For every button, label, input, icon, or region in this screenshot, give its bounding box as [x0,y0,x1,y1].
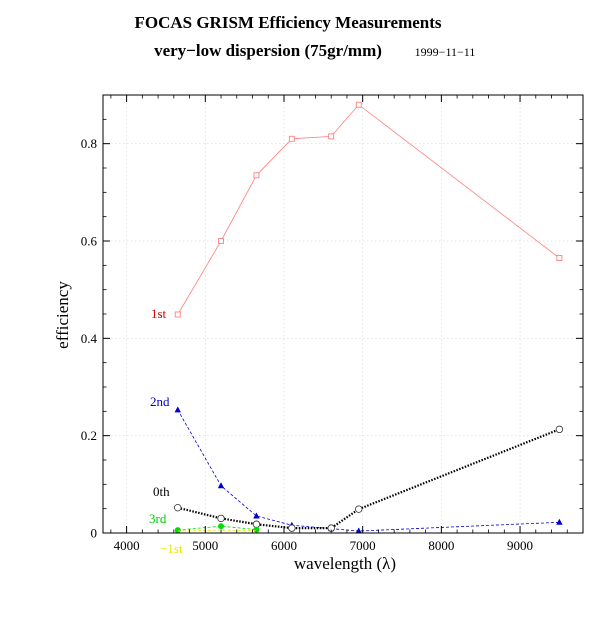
data-point [288,524,296,532]
data-point [217,482,225,489]
x-tick-label: 9000 [507,538,533,553]
data-point [218,523,225,530]
series-line-0th [177,428,560,530]
data-point [218,238,224,244]
data-point [328,133,335,140]
grid [103,95,583,533]
data-point [555,425,564,434]
chart-subtitle: very−low dispersion (75gr/mm) [154,41,382,60]
data-point [253,172,260,179]
series-label-minus1st: −1st [160,541,183,556]
y-tick-label: 0.4 [81,331,98,346]
data-point [355,527,362,534]
data-point [174,406,181,413]
chart-date: 1999−11−11 [415,45,476,59]
x-tick-label: 6000 [271,538,297,553]
data-point [253,512,260,519]
data-point [174,311,181,318]
series-label-2nd: 2nd [150,394,170,409]
series-minus1st [177,529,257,532]
y-tick-label: 0 [91,526,98,541]
series-labels: 1st 2nd 0th 3rd −1st [149,306,183,556]
data-point [252,520,261,528]
series-3rd [174,523,260,534]
x-tick-label: 5000 [192,538,218,553]
y-tick-label: 0.8 [81,136,97,151]
series-1st [174,101,563,318]
y-tick-label: 0.6 [81,234,98,249]
data-point [174,503,182,512]
series-0th [174,425,564,532]
series-line-1st [177,104,560,315]
x-tick-label: 8000 [428,538,454,553]
data-point [253,526,260,533]
series-line-3rd [177,525,257,531]
series-label-1st: 1st [151,306,167,321]
data-point [556,255,563,261]
plot-series [174,101,564,534]
axes: 4000 5000 6000 7000 8000 9000 0 0.2 0.4 0.6 0.8 [81,95,583,553]
data-point [355,505,363,513]
x-tick-label: 4000 [114,538,140,553]
y-tick-label: 0.2 [81,428,97,443]
data-point [174,527,181,534]
data-point [217,514,225,523]
x-axis-label: wavelength (λ) [294,554,396,573]
data-point [355,101,362,108]
data-point [556,518,563,525]
series-line-2nd [177,409,560,532]
data-point [288,135,295,142]
series-line-minus1st [177,529,257,532]
chart-title: FOCAS GRISM Efficiency Measurements [134,13,441,32]
series-2nd [174,406,563,534]
series-label-3rd: 3rd [149,511,167,526]
series-label-0th: 0th [153,484,170,499]
x-tick-label: 7000 [350,538,376,553]
y-axis-label: efficiency [53,281,72,349]
